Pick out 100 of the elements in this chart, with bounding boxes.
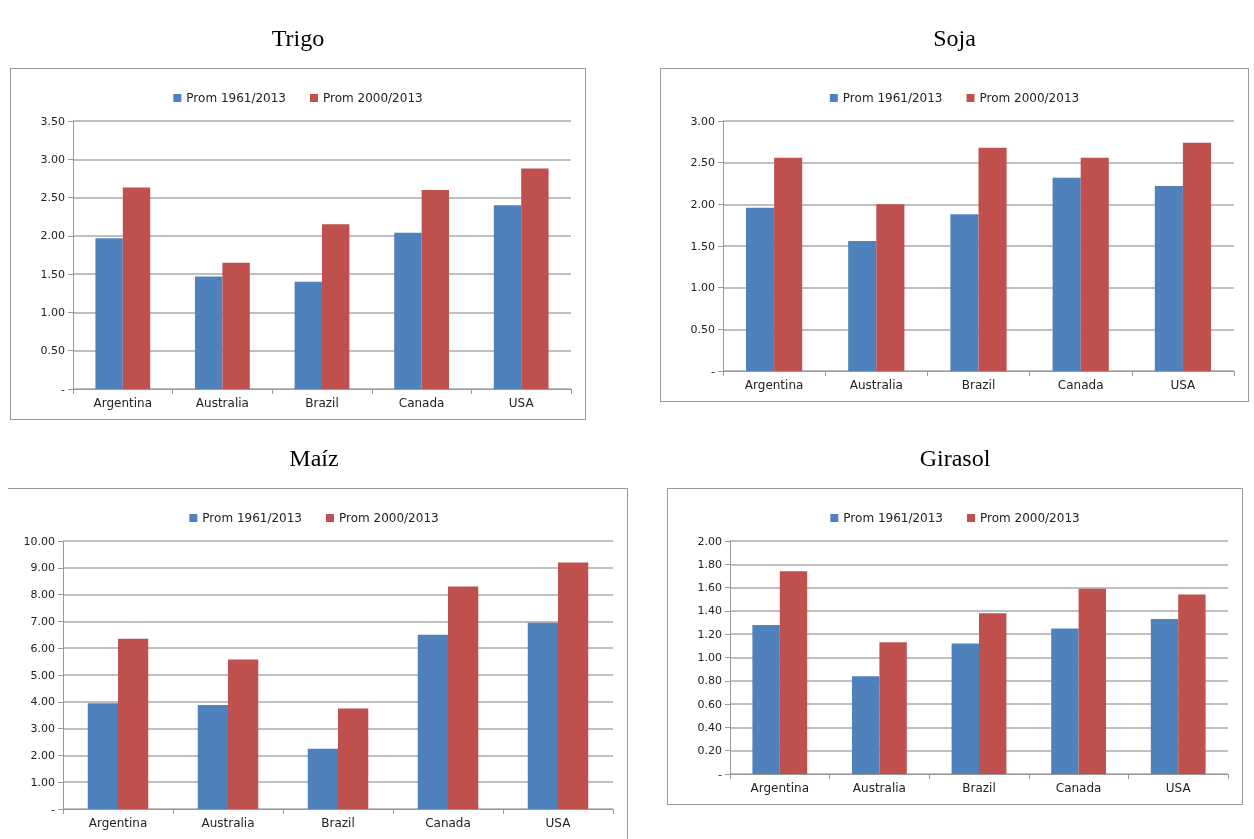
bar xyxy=(322,224,350,389)
bar xyxy=(746,207,775,371)
bar xyxy=(1051,628,1079,774)
bar xyxy=(774,157,803,371)
bar xyxy=(197,705,228,809)
y-tick-label: 3.00 xyxy=(40,152,65,166)
legend-label: Prom 2000/2013 xyxy=(979,91,1080,105)
x-tick-label: Australia xyxy=(852,781,906,795)
x-tick-label: Brazil xyxy=(961,378,996,392)
y-tick-label: 1.00 xyxy=(697,651,722,664)
bar xyxy=(421,189,449,389)
bar xyxy=(1052,177,1081,371)
y-tick-label: 1.50 xyxy=(40,267,65,281)
bar xyxy=(338,708,369,809)
y-tick-label: 10.00 xyxy=(23,534,55,548)
bar xyxy=(1182,142,1212,371)
y-tick-label: 7.00 xyxy=(30,614,55,628)
x-tick-label: Canada xyxy=(1055,781,1102,795)
y-tick-label: 2.00 xyxy=(690,197,715,211)
x-tick-label: USA xyxy=(508,396,535,410)
bar xyxy=(852,676,880,774)
y-tick-label: - xyxy=(711,364,716,378)
y-tick-label: 3.00 xyxy=(30,722,55,736)
x-tick-label: Australia xyxy=(195,396,249,410)
x-tick-label: Australia xyxy=(849,378,903,392)
y-tick-label: 0.40 xyxy=(697,720,722,734)
y-tick-label: 0.20 xyxy=(697,744,722,758)
bar xyxy=(195,276,223,389)
bar xyxy=(752,624,780,774)
bar xyxy=(394,232,422,389)
y-tick-label: - xyxy=(51,802,56,816)
y-tick-label: 1.80 xyxy=(697,557,722,571)
y-tick-label: 0.50 xyxy=(690,322,715,336)
bar xyxy=(779,571,808,774)
legend-label: Prom 2000/2013 xyxy=(980,511,1080,525)
x-tick-label: Canada xyxy=(425,816,471,830)
chart-title: Soja xyxy=(932,24,977,53)
x-tick-label: Argentina xyxy=(88,816,148,830)
y-tick-label: 4.00 xyxy=(30,695,55,709)
bar xyxy=(558,562,589,809)
x-tick-label: Brazil xyxy=(962,781,996,795)
y-tick-label: 1.00 xyxy=(30,775,55,789)
y-tick-label: 0.50 xyxy=(40,344,65,358)
bar xyxy=(979,613,1007,774)
bar xyxy=(951,643,979,774)
x-tick-label: Australia xyxy=(201,816,255,830)
chart-title: Trigo xyxy=(270,24,326,53)
y-tick-label: 2.50 xyxy=(690,156,715,170)
y-tick-label: 1.20 xyxy=(697,627,722,641)
bar xyxy=(876,204,905,371)
y-tick-label: 9.00 xyxy=(30,561,55,575)
bar xyxy=(950,214,979,371)
bar xyxy=(879,642,907,774)
legend-label: Prom 1961/2013 xyxy=(202,511,303,525)
bar xyxy=(1154,186,1183,371)
x-tick-label: USA xyxy=(545,816,572,830)
bar xyxy=(417,634,448,809)
y-tick-label: 6.00 xyxy=(30,641,55,655)
bar xyxy=(848,241,877,371)
bar xyxy=(521,168,549,389)
chart-title: Girasol xyxy=(918,444,992,473)
y-tick-label: 2.50 xyxy=(40,191,65,205)
x-tick-label: Canada xyxy=(1057,378,1104,392)
legend-label: Prom 1961/2013 xyxy=(842,91,943,105)
y-tick-label: 0.80 xyxy=(697,674,722,688)
legend-label: Prom 2000/2013 xyxy=(339,511,439,525)
bar xyxy=(527,622,558,809)
bar xyxy=(978,147,1007,371)
bar xyxy=(122,187,151,389)
x-tick-label: Canada xyxy=(398,396,445,410)
chart-title: Maíz xyxy=(288,444,340,473)
y-tick-label: 3.50 xyxy=(40,114,65,128)
legend-label: Prom 2000/2013 xyxy=(323,91,423,105)
y-tick-label: 3.00 xyxy=(690,114,715,128)
bar xyxy=(95,238,123,389)
bar xyxy=(228,659,259,809)
bar xyxy=(294,281,322,389)
y-tick-label: 2.00 xyxy=(40,229,65,243)
y-tick-label: 1.00 xyxy=(690,281,715,295)
bar xyxy=(307,748,338,809)
bar xyxy=(448,586,479,809)
y-tick-label: 8.00 xyxy=(30,588,55,602)
x-tick-label: Brazil xyxy=(321,816,355,830)
bar xyxy=(118,638,149,809)
x-tick-label: Argentina xyxy=(750,781,810,795)
x-tick-label: USA xyxy=(1170,378,1197,392)
bar xyxy=(1080,157,1109,371)
y-tick-label: 1.00 xyxy=(40,305,65,319)
y-tick-label: - xyxy=(718,767,723,781)
bar xyxy=(1178,594,1206,774)
legend-label: Prom 1961/2013 xyxy=(186,91,287,105)
bar xyxy=(1150,619,1179,774)
bar xyxy=(493,205,522,389)
y-tick-label: 1.40 xyxy=(697,604,722,618)
y-tick-label: 2.00 xyxy=(30,748,55,762)
x-tick-label: Argentina xyxy=(744,378,804,392)
legend-label: Prom 1961/2013 xyxy=(843,511,944,525)
y-tick-label: 5.00 xyxy=(30,668,55,682)
y-tick-label: - xyxy=(61,382,66,396)
bar xyxy=(1078,588,1106,774)
